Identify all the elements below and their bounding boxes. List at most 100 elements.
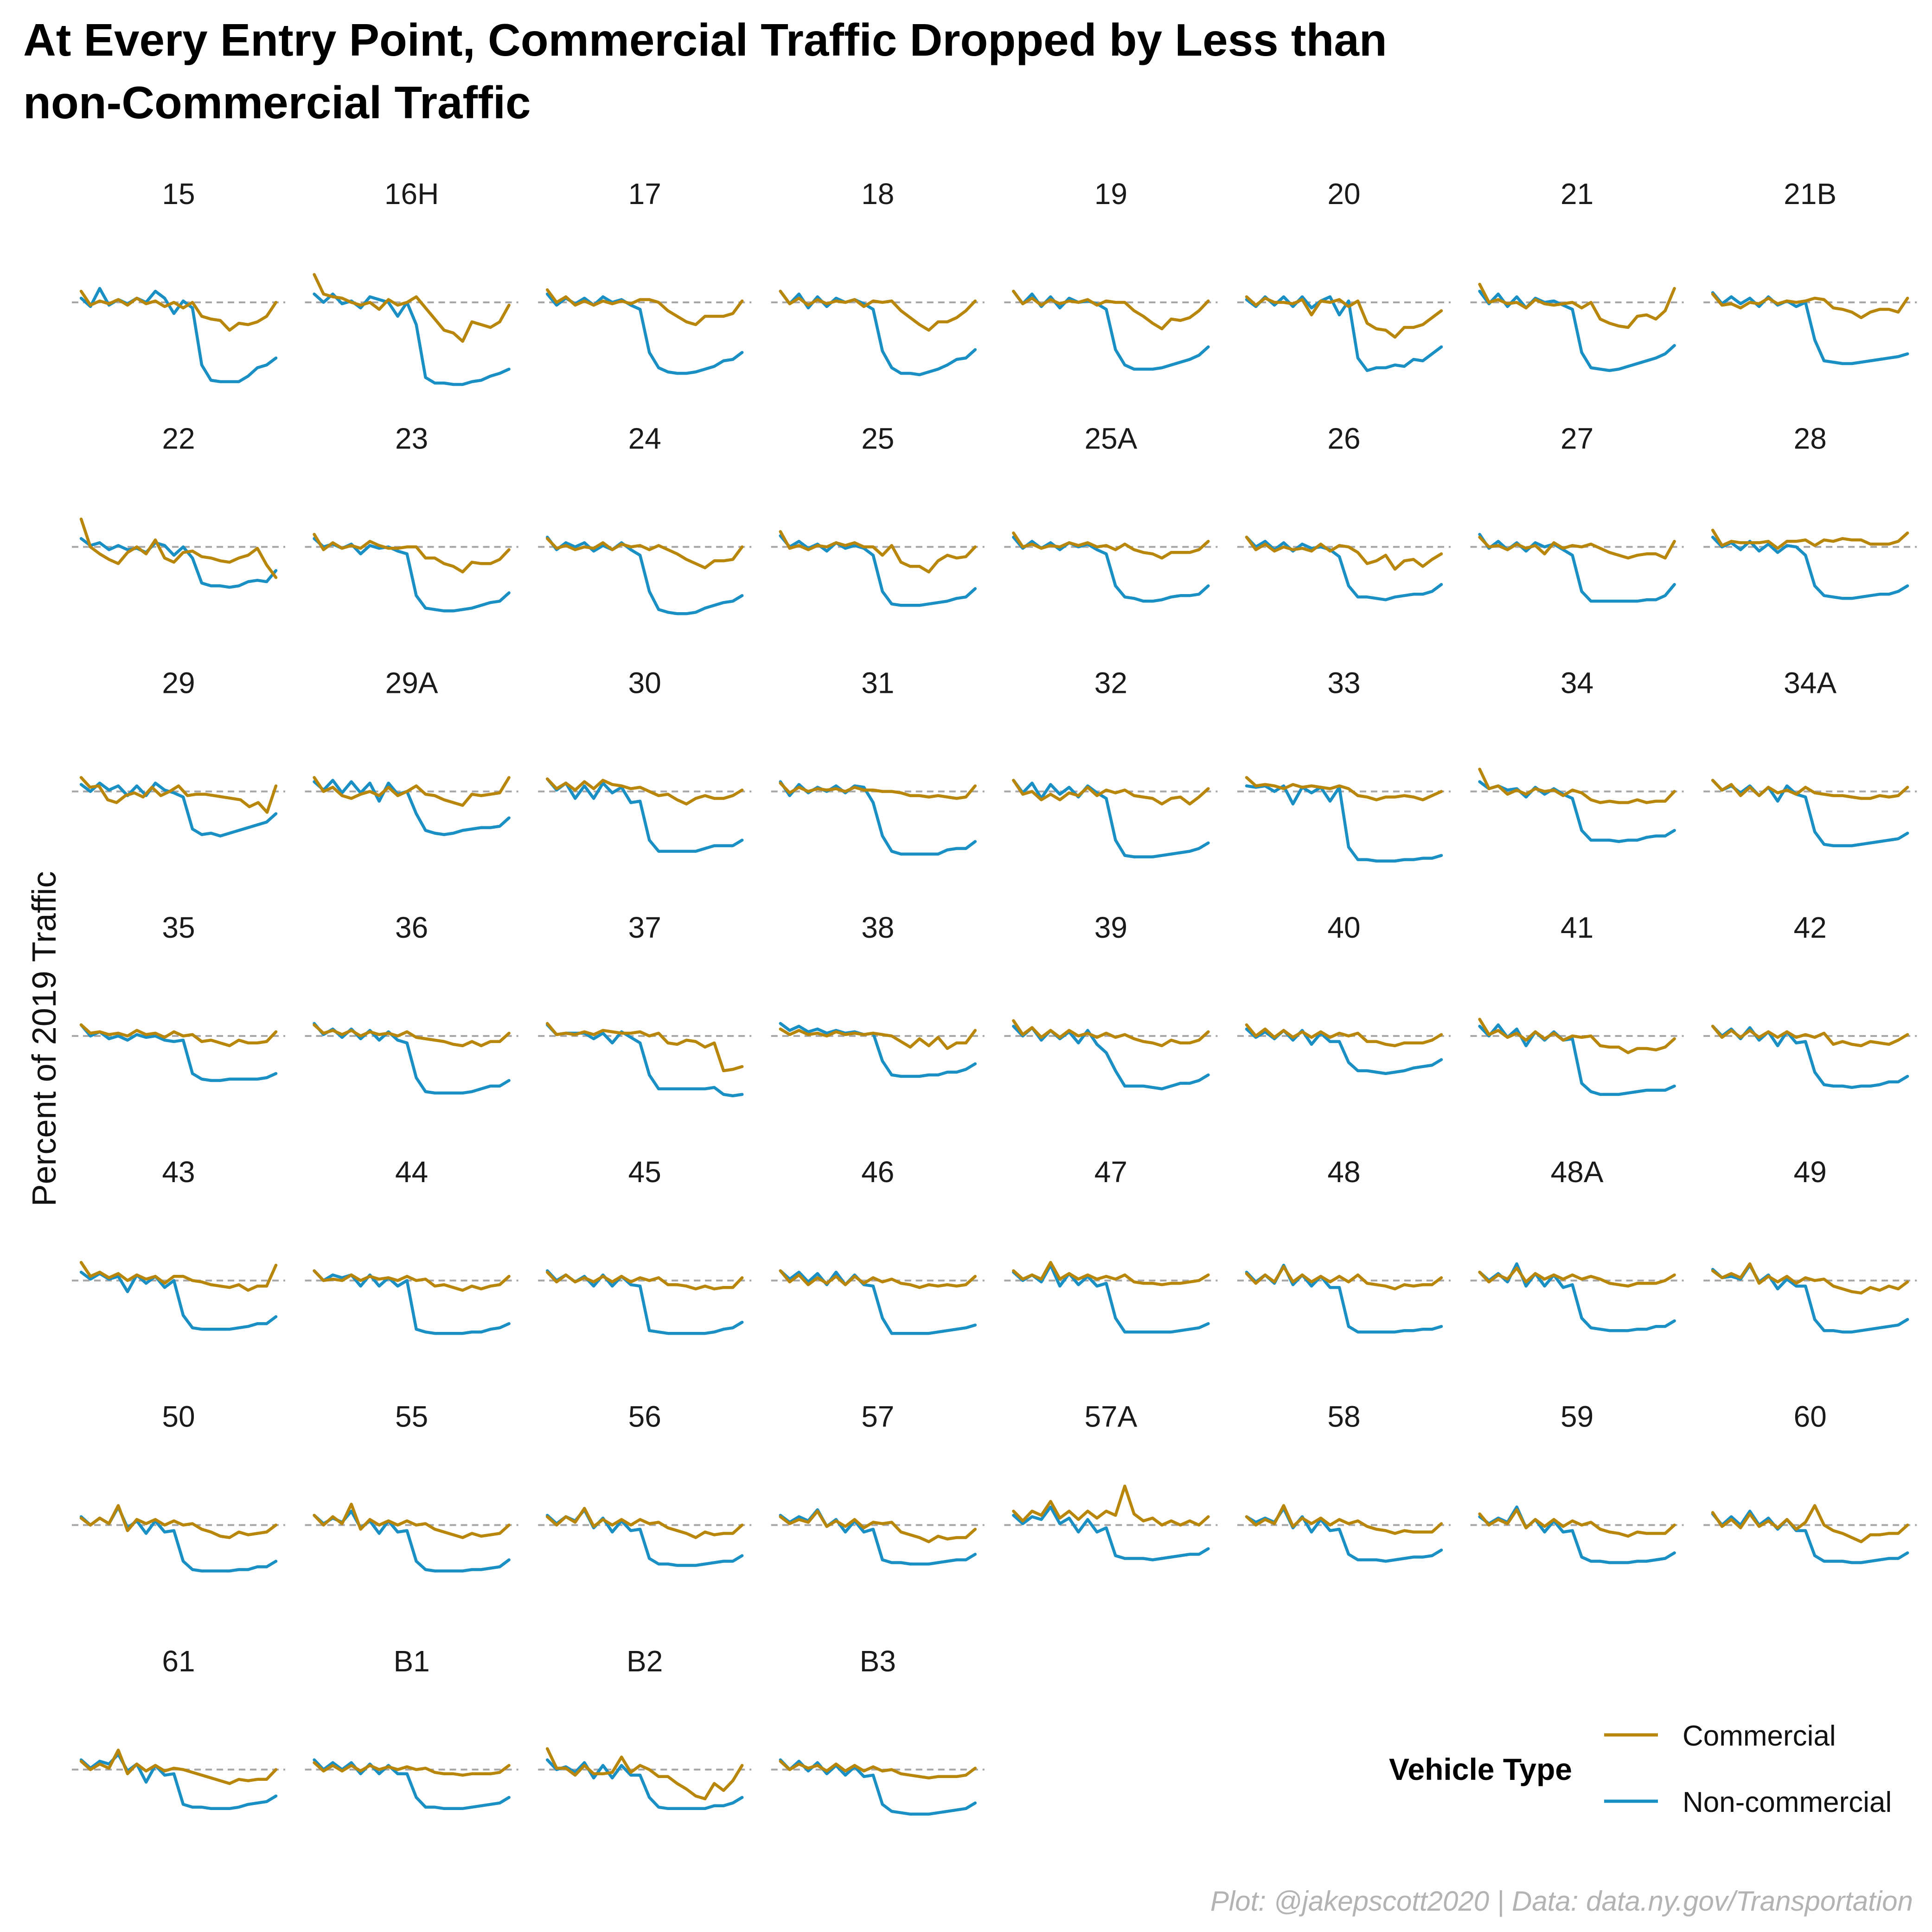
series-line-commercial-38 xyxy=(779,1027,977,1050)
facet-label-36: 36 xyxy=(395,911,428,944)
facet-panel-35: 35 xyxy=(72,911,285,1082)
series-line-commercial-26 xyxy=(1245,536,1443,571)
facet-panel-25a: 25A xyxy=(1004,422,1218,603)
facet-panel-48: 48 xyxy=(1237,1155,1451,1334)
chart-title: At Every Entry Point, Commercial Traffic… xyxy=(23,14,1387,128)
series-line-non-commercial-29 xyxy=(79,781,278,838)
facet-label-20: 20 xyxy=(1327,177,1360,211)
facet-panel-20: 20 xyxy=(1237,177,1451,372)
facet-panel-26: 26 xyxy=(1237,422,1451,601)
series-line-commercial-45 xyxy=(545,1270,744,1291)
series-line-non-commercial-38 xyxy=(779,1022,977,1078)
facet-label-42: 42 xyxy=(1794,911,1827,944)
series-line-non-commercial-16h xyxy=(313,292,511,386)
series-line-commercial-30 xyxy=(545,777,744,806)
legend-label-commercial: Commercial xyxy=(1683,1720,1836,1752)
series-line-commercial-b2 xyxy=(545,1747,744,1801)
facet-panel-48a: 48A xyxy=(1470,1155,1684,1332)
facet-label-34a: 34A xyxy=(1784,666,1836,700)
facet-panel-40: 40 xyxy=(1237,911,1451,1075)
series-line-commercial-58 xyxy=(1245,1504,1443,1535)
facet-panel-45: 45 xyxy=(538,1155,752,1335)
series-line-non-commercial-46 xyxy=(779,1269,977,1335)
facet-panel-31: 31 xyxy=(771,666,985,856)
series-line-commercial-23 xyxy=(313,533,511,574)
facet-panel-23: 23 xyxy=(305,422,518,613)
series-line-non-commercial-58 xyxy=(1245,1507,1443,1563)
series-line-commercial-29a xyxy=(313,776,511,807)
series-line-non-commercial-60 xyxy=(1711,1510,1909,1564)
series-line-commercial-b3 xyxy=(779,1759,977,1780)
chart-title-line-1: At Every Entry Point, Commercial Traffic… xyxy=(23,14,1387,65)
facet-panel-36: 36 xyxy=(305,911,518,1095)
facet-panel-24: 24 xyxy=(538,422,752,615)
facet-label-60: 60 xyxy=(1794,1400,1827,1433)
facet-panel-22: 22 xyxy=(72,422,285,589)
series-line-non-commercial-30 xyxy=(545,777,744,853)
facet-label-16h: 16H xyxy=(384,177,439,211)
series-line-non-commercial-48a xyxy=(1478,1262,1676,1332)
facet-panel-29a: 29A xyxy=(305,666,518,836)
facet-label-b1: B1 xyxy=(393,1644,429,1678)
series-line-commercial-34a xyxy=(1711,779,1909,800)
series-line-commercial-21b xyxy=(1711,292,1909,320)
series-line-non-commercial-29a xyxy=(313,779,511,836)
legend-label-non-commercial: Non-commercial xyxy=(1683,1786,1892,1818)
facet-label-38: 38 xyxy=(861,911,894,944)
series-line-non-commercial-21b xyxy=(1711,291,1909,365)
series-line-commercial-47 xyxy=(1012,1260,1210,1286)
facet-label-24: 24 xyxy=(628,422,661,455)
facet-panel-32: 32 xyxy=(1004,666,1218,858)
facet-panel-15: 15 xyxy=(72,177,285,384)
facet-panel-27: 27 xyxy=(1470,422,1684,603)
series-line-commercial-28 xyxy=(1711,529,1909,550)
series-line-commercial-59 xyxy=(1478,1508,1676,1538)
facet-panel-57: 57 xyxy=(771,1400,985,1566)
facet-panel-42: 42 xyxy=(1703,911,1917,1089)
facet-panel-43: 43 xyxy=(72,1155,285,1331)
facet-panel-21b: 21B xyxy=(1703,177,1917,365)
facet-label-25a: 25A xyxy=(1084,422,1137,455)
facet-panel-49: 49 xyxy=(1703,1155,1917,1334)
series-line-commercial-50 xyxy=(79,1504,278,1539)
facet-label-26: 26 xyxy=(1327,422,1360,455)
series-line-non-commercial-34 xyxy=(1478,780,1676,843)
series-line-commercial-37 xyxy=(545,1022,744,1073)
facet-panel-34: 34 xyxy=(1470,666,1684,843)
series-line-commercial-55 xyxy=(313,1503,511,1539)
facet-label-50: 50 xyxy=(162,1400,195,1433)
series-line-non-commercial-50 xyxy=(79,1505,278,1573)
facet-label-44: 44 xyxy=(395,1155,428,1189)
facet-panel-18: 18 xyxy=(771,177,985,377)
facet-panel-55: 55 xyxy=(305,1400,518,1573)
series-line-commercial-36 xyxy=(313,1023,511,1048)
series-line-commercial-44 xyxy=(313,1269,511,1292)
facet-label-21: 21 xyxy=(1561,177,1593,211)
chart-caption: Plot: @jakepscott2020 | Data: data.ny.go… xyxy=(1210,1886,1913,1917)
series-line-non-commercial-35 xyxy=(79,1023,278,1082)
facet-panel-25: 25 xyxy=(771,422,985,607)
series-line-commercial-19 xyxy=(1012,289,1210,331)
series-line-non-commercial-48 xyxy=(1245,1263,1443,1334)
facet-label-33: 33 xyxy=(1327,666,1360,700)
series-line-non-commercial-34a xyxy=(1711,779,1909,847)
series-line-commercial-34 xyxy=(1478,768,1676,804)
series-line-non-commercial-17 xyxy=(545,292,744,375)
y-axis-label: Percent of 2019 Traffic xyxy=(26,871,63,1206)
series-line-commercial-61 xyxy=(79,1748,278,1785)
facet-label-39: 39 xyxy=(1094,911,1127,944)
series-line-commercial-33 xyxy=(1245,776,1443,801)
facet-label-b2: B2 xyxy=(627,1644,663,1678)
series-line-commercial-b1 xyxy=(313,1761,511,1777)
series-line-commercial-42 xyxy=(1711,1024,1909,1048)
series-line-commercial-29 xyxy=(79,776,278,814)
facet-panel-16h: 16H xyxy=(305,177,518,386)
series-line-commercial-22 xyxy=(79,518,278,579)
facet-panel-34a: 34A xyxy=(1703,666,1917,847)
facet-label-19: 19 xyxy=(1094,177,1127,211)
series-line-commercial-17 xyxy=(545,288,744,326)
series-line-commercial-39 xyxy=(1012,1019,1210,1048)
facet-label-34: 34 xyxy=(1561,666,1593,700)
series-line-commercial-49 xyxy=(1711,1262,1909,1295)
series-line-commercial-46 xyxy=(779,1269,977,1289)
